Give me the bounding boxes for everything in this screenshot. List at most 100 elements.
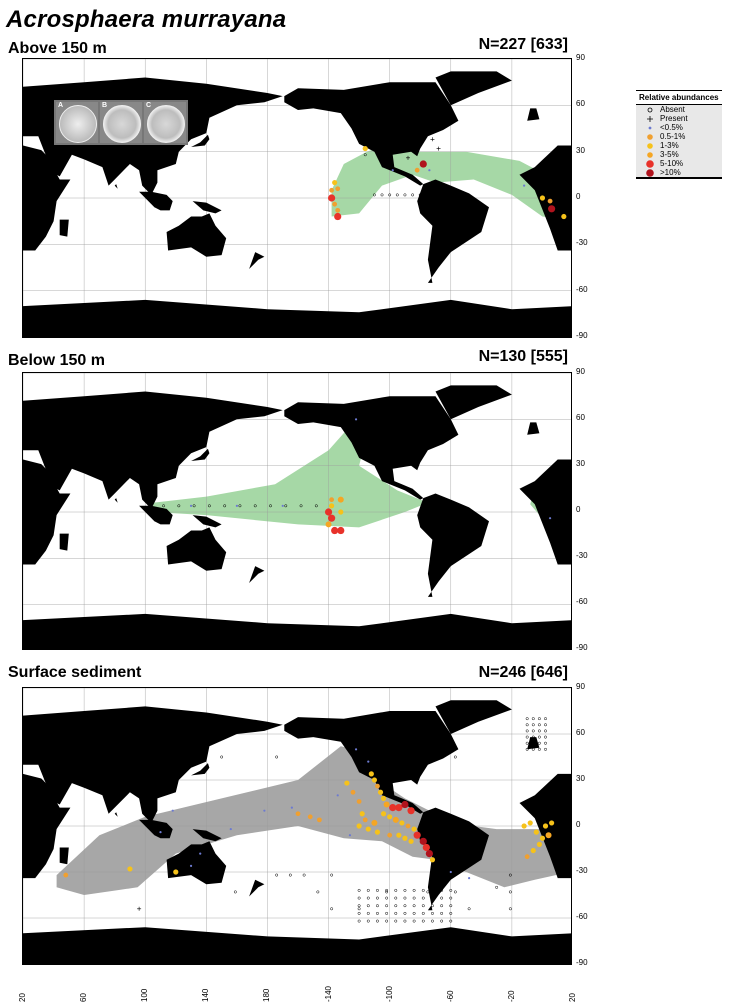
station-1-3	[549, 820, 554, 825]
station-absent	[538, 748, 540, 750]
station-0-5-1	[525, 854, 530, 859]
station-absent	[422, 912, 424, 914]
lat-tick-label: 30	[576, 146, 585, 155]
lat-tick-label: -30	[576, 866, 588, 875]
station-lt-0-5	[199, 853, 201, 855]
specimen-image-c: C	[144, 102, 186, 143]
station-present	[430, 137, 434, 141]
legend-label: 5-10%	[660, 159, 683, 168]
landmass	[417, 808, 489, 911]
panel-title-below: Below 150 m	[8, 352, 105, 370]
lat-tick-label: 60	[576, 99, 585, 108]
station-absent	[509, 891, 511, 893]
station-0-5-1	[332, 202, 337, 207]
station-absent	[544, 717, 546, 719]
landmass	[60, 220, 69, 237]
lat-tick-label: 30	[576, 774, 585, 783]
legend-label: Present	[660, 114, 688, 123]
station-absent	[303, 874, 305, 876]
station-absent	[385, 905, 387, 907]
station-absent	[532, 724, 534, 726]
legend: Relative abundances Absent Present <0.5% 0.…	[636, 90, 722, 179]
station-1-3	[537, 842, 542, 847]
station-absent	[538, 742, 540, 744]
station-absent	[395, 912, 397, 914]
station-lt-0-5	[190, 865, 192, 867]
landmass	[115, 184, 118, 189]
station-lt-0-5	[159, 831, 161, 833]
station-absent	[411, 194, 413, 196]
station-1-3	[387, 814, 392, 819]
station-absent	[376, 889, 378, 891]
station-absent	[385, 889, 387, 891]
station-absent	[275, 756, 277, 758]
lon-tick-label: 60	[79, 993, 88, 1002]
station-1-3	[369, 771, 374, 776]
station-1-3	[378, 790, 383, 795]
station-absent	[367, 905, 369, 907]
station-1-3	[522, 823, 527, 828]
station-1-3	[381, 811, 386, 816]
legend-symbol-icon	[644, 116, 656, 122]
landmass	[115, 498, 118, 503]
station-absent	[413, 905, 415, 907]
landmass	[417, 494, 489, 597]
station-0-5-1	[296, 811, 301, 816]
station-lt-0-5	[549, 517, 551, 519]
station-absent	[234, 891, 236, 893]
station-absent	[422, 889, 424, 891]
station-1-3	[430, 857, 435, 862]
station-lt-0-5	[282, 505, 284, 507]
station-1-3	[528, 820, 533, 825]
legend-item: Present	[636, 114, 722, 123]
station-3-5	[546, 832, 552, 838]
station-absent	[395, 889, 397, 891]
landmass	[115, 812, 118, 817]
landmass	[167, 527, 227, 570]
station-absent	[544, 724, 546, 726]
station-absent	[544, 748, 546, 750]
station-lt-0-5	[468, 877, 470, 879]
station-absent	[440, 912, 442, 914]
station-0-5-1	[329, 188, 334, 193]
lon-tick-label: 180	[262, 989, 271, 1002]
station-3-5	[393, 817, 399, 823]
station-absent	[413, 889, 415, 891]
station-present	[437, 147, 441, 151]
lat-tick-label: -30	[576, 238, 588, 247]
legend-label: 1-3%	[660, 141, 679, 150]
lon-tick-label: 20	[568, 993, 577, 1002]
station-0-5-1	[363, 817, 368, 822]
station-absent	[358, 889, 360, 891]
station-absent	[431, 905, 433, 907]
panel-title-sediment: Surface sediment	[8, 664, 141, 682]
lat-tick-label: -30	[576, 551, 588, 560]
station-1-3	[332, 180, 337, 185]
legend-label: >10%	[660, 168, 681, 177]
station-lt-0-5	[337, 794, 339, 796]
station-absent	[454, 756, 456, 758]
station-gt-10	[420, 160, 427, 167]
landmass	[193, 515, 222, 527]
station-lt-0-5	[392, 169, 394, 171]
station-1-3	[408, 839, 413, 844]
panel-n-below: N=130 [555]	[440, 348, 568, 366]
station-absent	[404, 897, 406, 899]
station-0-5-1	[387, 833, 392, 838]
figure-title: Acrosphaera murrayana	[6, 6, 286, 34]
station-1-3	[357, 823, 362, 828]
station-absent	[358, 908, 360, 910]
station-3-5	[384, 802, 390, 808]
station-lt-0-5	[428, 169, 430, 171]
legend-title: Relative abundances	[636, 91, 722, 105]
station-absent	[526, 717, 528, 719]
landmass	[527, 422, 539, 434]
station-absent	[376, 912, 378, 914]
station-5-10	[414, 832, 421, 839]
station-5-10	[328, 515, 335, 522]
station-gt-10	[426, 850, 433, 857]
lon-tick-label: 100	[140, 989, 149, 1002]
specimen-images: A B C	[54, 100, 188, 145]
station-absent	[544, 742, 546, 744]
lat-tick-label: -90	[576, 958, 588, 967]
